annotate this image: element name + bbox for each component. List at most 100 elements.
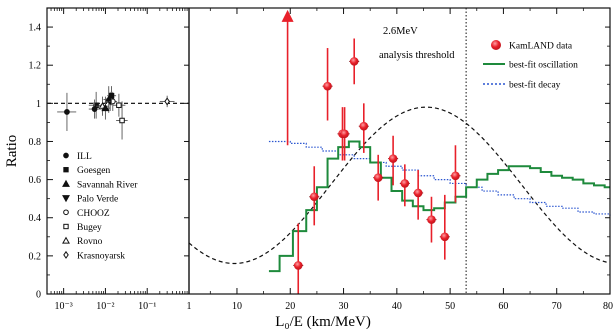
kamland-marker <box>309 192 319 202</box>
legend-item-kamland: KamLAND data <box>491 40 573 52</box>
kamland-arrow <box>281 9 294 22</box>
x-tick-label-right: 70 <box>552 301 562 312</box>
left-legend-item: CHOOZ <box>63 209 110 219</box>
x-tick-label-right: 60 <box>498 301 508 312</box>
left-legend-label: CHOOZ <box>77 209 110 219</box>
kamland-marker <box>451 171 460 181</box>
left-legend-marker <box>63 167 69 173</box>
kamland-marker <box>427 215 436 224</box>
left-legend-item: Bugey <box>63 223 102 233</box>
left-legend-item: ILL <box>63 152 92 162</box>
plot-frame <box>46 7 611 295</box>
y-tick-label: 0 <box>36 290 41 301</box>
left-legend-label: ILL <box>77 152 92 162</box>
x-tick-label-left: 10⁻² <box>96 301 114 312</box>
kamland-point <box>309 166 320 226</box>
x-tick-label-right: 20 <box>285 301 295 312</box>
kamland-point <box>413 170 424 220</box>
kamland-marker <box>440 232 450 242</box>
legend-kamland-marker <box>491 40 501 50</box>
legend-decay-label: best-fit decay <box>509 80 561 91</box>
kamland-point <box>450 145 461 203</box>
kamland-marker <box>323 81 332 91</box>
y-tick-label: 1.2 <box>29 61 42 72</box>
reactor-marker <box>101 103 110 112</box>
y-tick-label: 0.8 <box>29 137 42 148</box>
legend-item-oscillation: best-fit oscillation <box>483 60 578 71</box>
kamland-marker <box>373 173 383 182</box>
right-plot-area <box>189 8 611 294</box>
legend-oscillation-label: best-fit oscillation <box>509 60 578 71</box>
reactor-point <box>57 92 77 131</box>
reactor-point <box>101 96 111 120</box>
x-tick-label-left: 10⁻³ <box>54 301 72 312</box>
kamland-marker <box>349 57 359 66</box>
threshold-annotation-line1: 2.6MeV <box>383 26 418 37</box>
kamland-point <box>399 164 410 207</box>
left-legend-label: Savannah River <box>77 180 138 190</box>
left-legend-item: Savannah River <box>62 179 138 190</box>
y-tick-label: 0.2 <box>29 251 42 262</box>
reactor-point <box>159 95 175 108</box>
kamland-point <box>322 48 333 121</box>
y-tick-label: 0.6 <box>29 175 42 186</box>
kamland-point <box>293 223 304 294</box>
left-legend-marker <box>62 195 70 203</box>
reactor-point <box>107 86 117 106</box>
reactor-point <box>116 101 128 140</box>
x-tick-label-right: 1 <box>187 301 192 312</box>
x-tick-label-left: 10⁻¹ <box>138 301 156 312</box>
left-legend-marker <box>62 179 70 187</box>
reactor-marker <box>91 106 98 112</box>
x-tick-label-right: 50 <box>445 301 455 312</box>
legend: KamLAND data best-fit oscillation best-fit… <box>483 40 578 91</box>
kamland-point <box>388 135 399 186</box>
left-plot-area <box>47 86 189 140</box>
x-tick-label-right: 10 <box>232 301 242 312</box>
kamland-marker <box>359 121 369 131</box>
left-legend-item: Palo Verde <box>62 195 118 205</box>
left-legend-item: Krasnoyarsk <box>63 250 125 261</box>
kamland-marker <box>293 261 303 270</box>
kamland-point <box>358 103 369 153</box>
legend-item-decay: best-fit decay <box>483 80 561 91</box>
left-legend-label: Palo Verde <box>77 195 118 205</box>
left-legend-marker <box>63 250 69 259</box>
reactor-marker <box>116 102 122 108</box>
right-panel: 2.6MeV analysis threshold <box>189 8 611 294</box>
left-legend-marker <box>63 223 69 230</box>
kamland-point <box>281 9 294 146</box>
left-legend-item: Rovno <box>62 236 103 247</box>
y-tick-label: 0.4 <box>29 213 42 224</box>
x-tick-label-right: 30 <box>339 301 349 312</box>
best-fit-decay <box>268 140 611 216</box>
x-tick-label-right: 40 <box>392 301 402 312</box>
reactor-point <box>112 93 126 117</box>
oscillation-curve <box>189 106 611 265</box>
kamland-point <box>339 107 350 161</box>
reactor-point <box>88 99 102 119</box>
kamland-point <box>426 196 437 243</box>
kamland-marker <box>413 188 423 198</box>
reactor-marker <box>64 109 70 115</box>
kamland-point <box>349 38 360 85</box>
reactor-marker <box>108 92 115 99</box>
kamland-marker <box>400 179 410 188</box>
left-legend-marker <box>63 152 69 159</box>
y-axis-title: Ratio <box>4 135 20 168</box>
kamland-point <box>373 154 384 201</box>
left-legend-marker <box>63 209 69 216</box>
y-tick-label: 1.4 <box>29 23 42 34</box>
x-axis-title: L₀/E (km/MeV) <box>275 314 371 330</box>
legend-kamland-label: KamLAND data <box>509 42 573 52</box>
y-tick-label: 1 <box>36 99 41 110</box>
left-legend-label: Krasnoyarsk <box>77 251 125 261</box>
left-legend-marker <box>62 236 70 244</box>
axes: 0 0.2 0.4 0.6 0.8 1 1.2 1.4 10⁻³ 10⁻² 10⁻¹ 1 10 20 30 4… <box>4 7 613 330</box>
left-legend-label: Bugey <box>77 223 102 233</box>
left-legend-label: Rovno <box>77 237 103 247</box>
reactor-marker <box>119 117 125 124</box>
threshold-annotation-line2: analysis threshold <box>379 50 455 61</box>
left-panel: ILL Goesgen Savannah River Palo Verde CHOOZ B… <box>47 86 189 261</box>
